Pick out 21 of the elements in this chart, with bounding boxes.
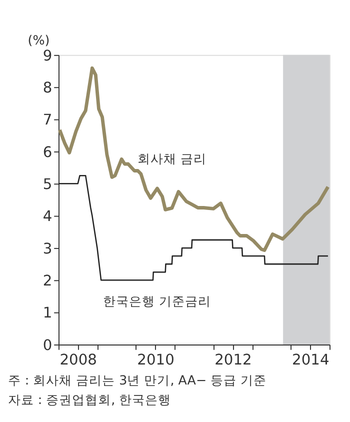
line-series	[58, 174, 329, 281]
y-tick-label: 5	[42, 176, 52, 193]
series-label: 한국은행 기준금리	[102, 293, 211, 308]
y-tick-label: 3	[42, 240, 52, 258]
x-tick-label: 2014	[292, 351, 330, 368]
x-tick-label: 2008	[60, 351, 97, 368]
y-tick-label: 9	[42, 47, 52, 64]
y-tick-label: 4	[42, 208, 52, 226]
text: 자료 : 증권업협회, 한국은행	[8, 392, 172, 407]
y-tick-label: 6	[42, 144, 52, 161]
x-tick-label: 2012	[214, 351, 252, 368]
y-tick-label: 7	[42, 112, 52, 129]
y-tick-label: 1	[42, 304, 52, 322]
x-tick-label: 2010	[137, 351, 174, 368]
y-axis-title: (%)	[28, 32, 50, 48]
y-tick-label: 0	[42, 336, 52, 354]
series-label: 회사채 금리	[137, 151, 206, 166]
text: 주 : 회사채 금리는 3년 만기, AA− 등급 기준	[8, 372, 267, 388]
y-tick-label: 8	[42, 79, 52, 96]
y-tick-label: 2	[42, 272, 52, 290]
line-series	[58, 66, 330, 252]
